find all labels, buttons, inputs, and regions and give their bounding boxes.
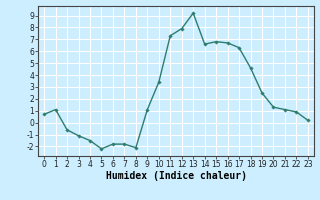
X-axis label: Humidex (Indice chaleur): Humidex (Indice chaleur) xyxy=(106,171,246,181)
